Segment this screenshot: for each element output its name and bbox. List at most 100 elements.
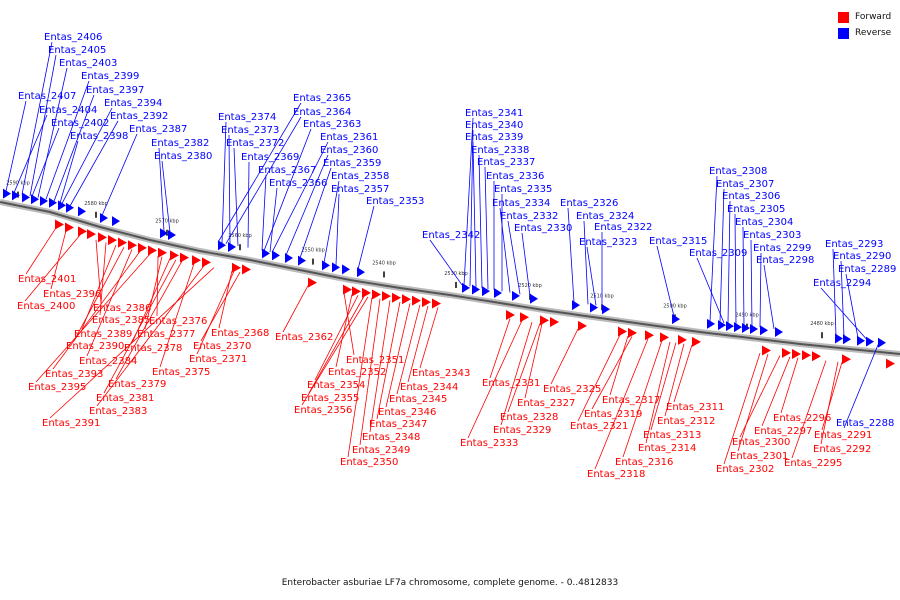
gene-leader-line — [21, 41, 53, 195]
scale-tick-label: 2490 kbp — [735, 313, 759, 319]
gene-leader-line — [843, 339, 881, 429]
gene-label: Entas_2327 — [517, 398, 575, 409]
reverse-gene — [866, 336, 874, 347]
reverse-gene — [160, 228, 168, 239]
gene-leader-line — [463, 117, 474, 286]
gene-label: Entas_2301 — [730, 451, 788, 462]
gene-label: Entas_2312 — [657, 416, 715, 427]
gene-label: Entas_2401 — [18, 274, 76, 285]
gene-label: Entas_2356 — [294, 405, 352, 416]
gene-label: Entas_2328 — [500, 412, 558, 423]
gene-label: Entas_2297 — [754, 426, 812, 437]
reverse-gene — [672, 314, 680, 325]
gene-leader-line — [419, 307, 439, 369]
gene-label: Entas_2403 — [59, 58, 117, 69]
gene-label: Entas_2332 — [500, 211, 558, 222]
gene-label: Entas_2389 — [74, 329, 132, 340]
gene-label: Entas_2337 — [477, 157, 535, 168]
reverse-gene — [342, 264, 350, 275]
gene-label: Entas_2339 — [465, 132, 523, 143]
gene-leader-line — [489, 318, 511, 379]
gene-label: Entas_2365 — [293, 93, 351, 104]
gene-label: Entas_2298 — [756, 255, 814, 266]
gene-leader-line — [221, 121, 227, 243]
forward-gene — [158, 247, 167, 258]
gene-label: Entas_2304 — [735, 217, 793, 228]
gene-leader-line — [567, 207, 575, 303]
forward-gene — [812, 351, 821, 362]
gene-leader-line — [161, 160, 171, 233]
gene-leader-line — [521, 232, 531, 296]
gene-leader-line — [791, 360, 827, 459]
gene-label: Entas_2385 — [92, 315, 150, 326]
gene-leader-line — [99, 242, 107, 316]
gene-leader-line — [144, 256, 163, 330]
gene-leader-line — [763, 264, 775, 329]
gene-leader-line — [53, 94, 95, 202]
gene-leader-line — [723, 353, 761, 465]
gene-label: Entas_2291 — [814, 430, 872, 441]
gene-leader-line — [583, 220, 589, 305]
gene-label: Entas_2367 — [258, 165, 316, 176]
gene-label: Entas_2390 — [66, 341, 124, 352]
forward-gene — [192, 255, 201, 266]
gene-leader-line — [69, 120, 119, 207]
forward-gene — [692, 336, 701, 347]
gene-label: Entas_2321 — [570, 421, 628, 432]
forward-gene — [65, 222, 74, 233]
gene-leader-line — [550, 328, 579, 385]
gene-leader-line — [594, 338, 649, 470]
reverse-gene — [357, 267, 365, 278]
forward-gene — [628, 327, 637, 338]
gene-label: Entas_2288 — [836, 418, 894, 429]
reverse-gene — [272, 250, 280, 261]
reverse-gene — [332, 262, 340, 273]
reverse-gene — [78, 206, 86, 217]
gene-leader-line — [719, 188, 725, 323]
forward-gene — [232, 262, 241, 273]
gene-label: Entas_2340 — [465, 120, 523, 131]
reverse-gene — [602, 304, 610, 315]
gene-leader-line — [86, 249, 133, 357]
forward-gene — [762, 345, 771, 356]
gene-label: Entas_2323 — [579, 237, 637, 248]
gene-leader-line — [271, 141, 329, 253]
gene-label: Entas_2362 — [275, 332, 333, 343]
forward-gene — [578, 320, 587, 331]
gene-leader-line — [664, 343, 685, 417]
forward-gene — [520, 312, 529, 323]
gene-label: Entas_2302 — [716, 464, 774, 475]
gene-label: Entas_2338 — [471, 145, 529, 156]
forward-gene — [422, 297, 431, 308]
reverse-gene — [734, 322, 742, 333]
gene-leader-line — [52, 251, 141, 370]
reverse-gene — [49, 197, 57, 208]
gene-leader-line — [299, 167, 332, 259]
reverse-gene — [572, 300, 580, 311]
gene-label: Entas_2300 — [732, 437, 790, 448]
reverse-gene — [285, 253, 293, 263]
gene-leader-line — [101, 133, 138, 216]
gene-leader-line — [24, 234, 81, 302]
gene-leader-line — [376, 301, 401, 420]
gene-label: Entas_2357 — [331, 184, 389, 195]
reverse-gene — [66, 202, 74, 213]
scale-tick-label: 2570 kbp — [155, 219, 179, 225]
forward-swatch — [838, 11, 849, 23]
gene-leader-line — [96, 265, 205, 407]
gene-label: Entas_2295 — [784, 458, 842, 469]
reverse-gene — [31, 194, 39, 205]
gene-label: Entas_2344 — [400, 382, 458, 393]
gene-label: Entas_2380 — [154, 151, 212, 162]
gene-label: Entas_2404 — [39, 105, 97, 116]
forward-gene — [362, 287, 371, 298]
gene-label: Entas_2392 — [110, 111, 168, 122]
reverse-gene — [218, 240, 226, 251]
gene-label: Entas_2307 — [716, 179, 774, 190]
gene-label: Entas_2352 — [328, 367, 386, 378]
gene-label: Entas_2354 — [307, 380, 365, 391]
gene-leader-line — [609, 335, 629, 396]
reverse-gene — [12, 190, 20, 201]
gene-leader-line — [820, 361, 839, 445]
reverse-gene — [22, 192, 30, 203]
